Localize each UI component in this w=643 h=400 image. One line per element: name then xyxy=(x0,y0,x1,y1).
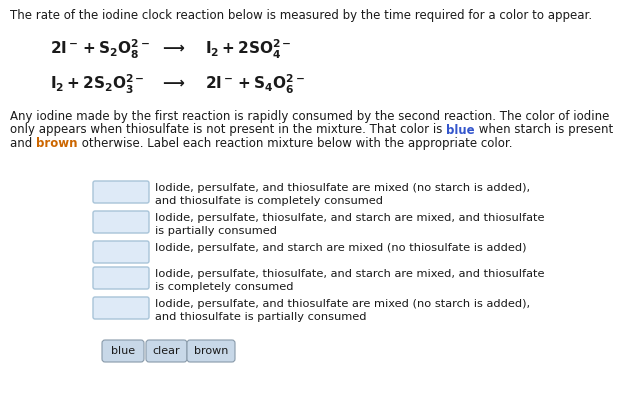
Text: brown: brown xyxy=(194,346,228,356)
Text: Iodide, persulfate, and thiosulfate are mixed (no starch is added),
and thiosulf: Iodide, persulfate, and thiosulfate are … xyxy=(155,183,530,206)
Text: $\mathbf{2I^- + S_2O_8^{2-}}$: $\mathbf{2I^- + S_2O_8^{2-}}$ xyxy=(50,38,150,61)
Text: The rate of the iodine clock reaction below is measured by the time required for: The rate of the iodine clock reaction be… xyxy=(10,9,592,22)
Text: Iodide, persulfate, thiosulfate, and starch are mixed, and thiosulfate
is partia: Iodide, persulfate, thiosulfate, and sta… xyxy=(155,213,545,236)
Text: and: and xyxy=(10,137,36,150)
Text: when starch is present: when starch is present xyxy=(475,124,613,136)
Text: Iodide, persulfate, and thiosulfate are mixed (no starch is added),
and thiosulf: Iodide, persulfate, and thiosulfate are … xyxy=(155,299,530,322)
FancyBboxPatch shape xyxy=(93,181,149,203)
Text: Iodide, persulfate, and starch are mixed (no thiosulfate is added): Iodide, persulfate, and starch are mixed… xyxy=(155,243,527,253)
FancyBboxPatch shape xyxy=(93,211,149,233)
Text: $\mathbf{2I^- + S_4O_6^{2-}}$: $\mathbf{2I^- + S_4O_6^{2-}}$ xyxy=(205,73,305,96)
Text: brown: brown xyxy=(36,137,78,150)
FancyBboxPatch shape xyxy=(93,297,149,319)
Text: only appears when thiosulfate is not present in the mixture. That color is: only appears when thiosulfate is not pre… xyxy=(10,124,446,136)
FancyBboxPatch shape xyxy=(146,340,187,362)
Text: clear: clear xyxy=(152,346,180,356)
Text: blue: blue xyxy=(446,124,475,136)
Text: otherwise. Label each reaction mixture below with the appropriate color.: otherwise. Label each reaction mixture b… xyxy=(78,137,512,150)
Text: Iodide, persulfate, thiosulfate, and starch are mixed, and thiosulfate
is comple: Iodide, persulfate, thiosulfate, and sta… xyxy=(155,269,545,292)
Text: Any iodine made by the first reaction is rapidly consumed by the second reaction: Any iodine made by the first reaction is… xyxy=(10,110,610,123)
Text: $\mathbf{\longrightarrow}$: $\mathbf{\longrightarrow}$ xyxy=(160,40,186,55)
Text: $\mathbf{\longrightarrow}$: $\mathbf{\longrightarrow}$ xyxy=(160,75,186,90)
Text: $\mathbf{I_2 + 2S_2O_3^{2-}}$: $\mathbf{I_2 + 2S_2O_3^{2-}}$ xyxy=(50,73,145,96)
FancyBboxPatch shape xyxy=(93,267,149,289)
FancyBboxPatch shape xyxy=(93,241,149,263)
FancyBboxPatch shape xyxy=(187,340,235,362)
FancyBboxPatch shape xyxy=(102,340,144,362)
Text: blue: blue xyxy=(111,346,135,356)
Text: $\mathbf{I_2 + 2SO_4^{2-}}$: $\mathbf{I_2 + 2SO_4^{2-}}$ xyxy=(205,38,291,61)
